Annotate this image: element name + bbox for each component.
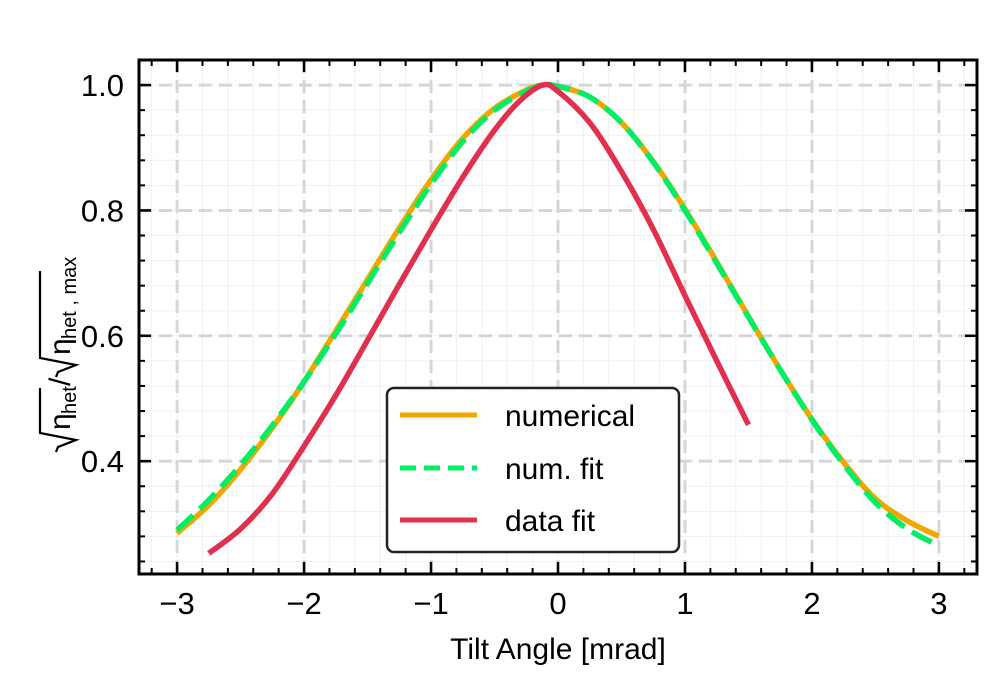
y-tick-label: 0.6 — [81, 319, 124, 354]
legend: numerical num. fit data fit — [385, 386, 681, 554]
x-tick-label: 3 — [930, 586, 947, 621]
x-tick-label: 1 — [676, 586, 693, 621]
x-tick-label: 0 — [549, 586, 566, 621]
y-axis-label: η het / η het , max — [38, 257, 81, 453]
x-axis-label: Tilt Angle [mrad] — [450, 633, 666, 666]
legend-label-data-fit: data fit — [505, 505, 596, 538]
y-tick-label: 0.4 — [81, 444, 124, 479]
sqrt-symbol-1 — [38, 388, 80, 453]
y-label-slash: / — [44, 377, 77, 386]
legend-label-num-fit: num. fit — [505, 453, 604, 486]
y-label-sub-1: het — [59, 386, 81, 414]
x-tick-label: −1 — [413, 586, 448, 621]
y-tick-labels: 0.4 0.6 0.8 1.0 — [81, 68, 124, 479]
x-tick-label: 2 — [803, 586, 820, 621]
y-tick-label: 0.8 — [81, 193, 124, 228]
y-label-eta-2: η — [44, 338, 77, 355]
y-label-eta-1: η — [44, 413, 77, 430]
legend-label-numerical: numerical — [505, 400, 635, 433]
series-layer — [175, 81, 941, 556]
plot-frame — [137, 58, 979, 576]
legend-frame — [385, 386, 681, 554]
y-tick-label: 1.0 — [81, 68, 124, 103]
major-ticks — [139, 60, 977, 574]
x-tick-labels: −3 −2 −1 0 1 2 3 — [159, 586, 947, 621]
x-tick-label: −3 — [159, 586, 194, 621]
x-tick-label: −2 — [286, 586, 321, 621]
sqrt-symbol-2 — [38, 271, 80, 378]
y-label-sub-2: het , max — [59, 257, 81, 339]
series-line-data-fit — [207, 81, 751, 556]
